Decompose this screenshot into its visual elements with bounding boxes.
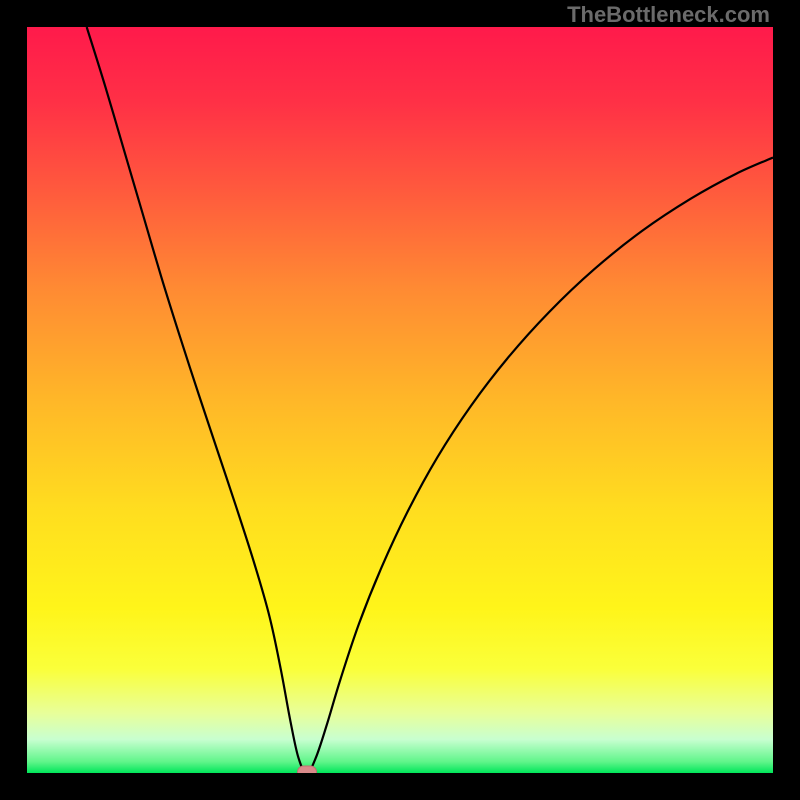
bottleneck-curve-svg [27, 27, 773, 773]
watermark-text: TheBottleneck.com [567, 2, 770, 28]
minimum-marker-rect [297, 766, 316, 774]
plot-area [27, 27, 773, 773]
bottleneck-curve [87, 27, 773, 773]
chart-frame: TheBottleneck.com [0, 0, 800, 800]
minimum-marker [297, 765, 317, 773]
